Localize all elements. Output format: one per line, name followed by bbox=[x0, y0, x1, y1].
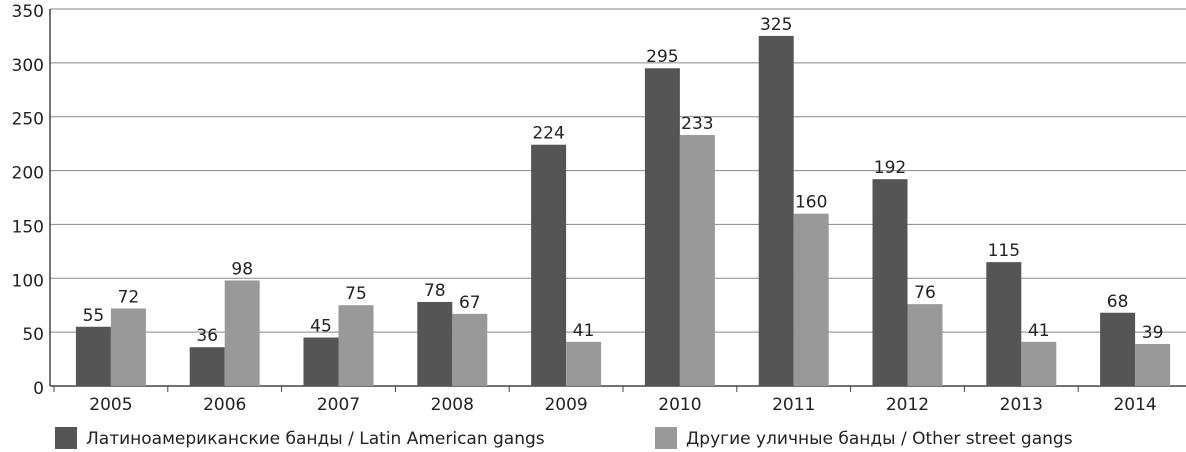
value-label: 67 bbox=[459, 293, 481, 313]
x-tick-label: 2007 bbox=[317, 395, 360, 415]
bar bbox=[452, 313, 488, 386]
bar bbox=[1135, 343, 1171, 386]
x-tick-label: 2009 bbox=[544, 395, 587, 415]
y-tick-label: 0 bbox=[33, 379, 44, 399]
x-tick-label: 2010 bbox=[658, 395, 701, 415]
value-label: 55 bbox=[83, 306, 105, 326]
x-tick-label: 2008 bbox=[431, 395, 474, 415]
y-tick-label: 150 bbox=[12, 217, 44, 237]
y-tick-label: 50 bbox=[22, 325, 44, 345]
value-label: 45 bbox=[310, 317, 332, 337]
bar bbox=[872, 179, 908, 386]
bar bbox=[110, 308, 146, 386]
bar bbox=[566, 341, 602, 386]
bar bbox=[531, 144, 567, 386]
y-tick-label: 250 bbox=[12, 110, 44, 130]
bar bbox=[758, 35, 794, 387]
y-tick-label: 100 bbox=[12, 271, 44, 291]
x-tick-label: 2006 bbox=[203, 395, 246, 415]
x-tick-label: 2011 bbox=[772, 395, 815, 415]
bar bbox=[1100, 312, 1136, 386]
value-label: 76 bbox=[914, 283, 936, 303]
value-label: 36 bbox=[196, 326, 218, 346]
bar bbox=[1021, 341, 1057, 386]
bar bbox=[644, 68, 680, 386]
bar bbox=[679, 135, 715, 386]
x-tick-label: 2014 bbox=[1113, 395, 1156, 415]
x-tick-label: 2005 bbox=[89, 395, 132, 415]
value-label: 39 bbox=[1142, 323, 1164, 343]
value-label: 78 bbox=[424, 281, 446, 301]
value-label: 68 bbox=[1107, 292, 1129, 312]
bar bbox=[224, 280, 260, 386]
legend-label: Другие уличные банды / Other street gang… bbox=[686, 429, 1073, 449]
bar bbox=[907, 304, 943, 386]
legend-swatch bbox=[55, 427, 77, 449]
bar bbox=[986, 262, 1022, 386]
legend-swatch bbox=[655, 427, 677, 449]
value-label: 192 bbox=[874, 158, 906, 178]
y-tick-label: 200 bbox=[12, 164, 44, 184]
x-tick-label: 2012 bbox=[886, 395, 929, 415]
value-label: 160 bbox=[795, 193, 827, 213]
bar bbox=[417, 301, 453, 386]
bar bbox=[75, 326, 111, 386]
bar bbox=[189, 347, 225, 386]
value-label: 224 bbox=[532, 124, 564, 144]
value-label: 295 bbox=[646, 47, 678, 67]
bar bbox=[793, 213, 829, 386]
y-tick-label: 300 bbox=[12, 56, 44, 76]
value-label: 98 bbox=[231, 259, 253, 279]
x-tick-label: 2013 bbox=[1000, 395, 1043, 415]
value-label: 115 bbox=[988, 241, 1020, 261]
value-label: 41 bbox=[1028, 321, 1050, 341]
value-label: 75 bbox=[345, 284, 367, 304]
value-label: 233 bbox=[681, 114, 713, 134]
value-label: 41 bbox=[573, 321, 595, 341]
value-label: 72 bbox=[118, 287, 140, 307]
y-tick-label: 350 bbox=[12, 2, 44, 22]
value-label: 325 bbox=[760, 15, 792, 35]
bar bbox=[338, 305, 374, 386]
bar bbox=[303, 337, 339, 386]
legend-label: Латиноамериканские банды / Latin America… bbox=[86, 429, 545, 449]
